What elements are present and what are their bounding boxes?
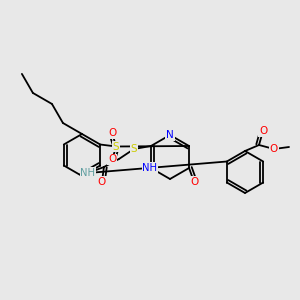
Text: O: O [98, 177, 106, 187]
Text: S: S [130, 144, 137, 154]
Text: O: O [108, 154, 116, 164]
Text: O: O [108, 128, 116, 139]
Text: O: O [270, 144, 278, 154]
Text: O: O [190, 177, 198, 187]
Text: N: N [166, 130, 174, 140]
Text: O: O [259, 126, 267, 136]
Text: NH: NH [80, 168, 95, 178]
Text: S: S [113, 142, 119, 152]
Text: NH: NH [142, 163, 158, 173]
